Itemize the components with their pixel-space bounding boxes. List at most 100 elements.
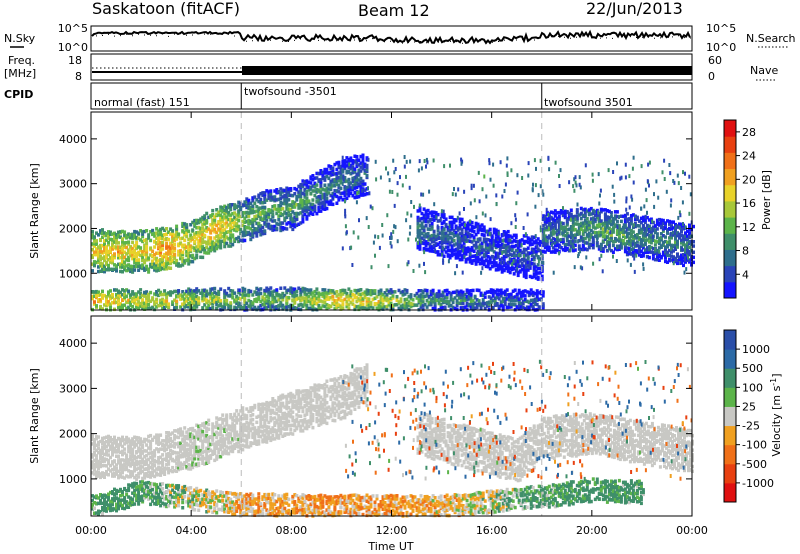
echo-cell xyxy=(514,263,518,267)
echo-cell xyxy=(503,302,507,306)
echo-cell xyxy=(131,292,135,296)
echo-cell xyxy=(418,159,421,164)
echo-cell xyxy=(561,213,565,217)
echo-cell xyxy=(572,184,575,189)
echo-cell xyxy=(458,236,462,240)
echo-cell xyxy=(159,292,163,297)
echo-cell xyxy=(536,255,540,259)
echo-cell xyxy=(480,259,484,263)
echo-cell xyxy=(647,162,650,167)
echo-cell xyxy=(517,300,521,304)
echo-cell xyxy=(195,226,199,230)
echo-cell xyxy=(498,264,502,268)
echo-cell xyxy=(175,261,179,265)
echo-cell xyxy=(643,248,647,252)
echo-cell xyxy=(255,216,259,221)
echo-cell xyxy=(569,230,573,234)
echo-cell xyxy=(395,298,399,302)
echo-cell xyxy=(647,218,651,222)
echo-cell xyxy=(637,230,641,234)
echo-cell xyxy=(345,156,349,160)
echo-cell xyxy=(454,242,458,246)
echo-cell xyxy=(345,169,349,174)
echo-cell xyxy=(207,215,211,220)
echo-cell xyxy=(163,233,167,237)
echo-cell xyxy=(531,293,535,298)
echo-cell xyxy=(197,296,201,300)
echo-cell xyxy=(223,291,227,295)
echo-cell xyxy=(454,233,458,238)
echo-cell xyxy=(173,246,177,250)
echo-cell xyxy=(530,275,534,280)
echo-cell xyxy=(199,249,203,254)
echo-cell xyxy=(627,238,631,242)
echo-cell xyxy=(424,240,428,244)
echo-cell xyxy=(615,238,619,242)
echo-cell xyxy=(541,294,545,298)
echo-cell xyxy=(339,178,343,182)
echo-cell xyxy=(529,292,533,296)
echo-cell xyxy=(159,235,163,239)
echo-cell xyxy=(91,471,94,475)
echo-cell xyxy=(119,443,122,447)
echo-cell xyxy=(229,293,233,297)
echo-cell xyxy=(639,237,643,242)
echo-cell xyxy=(607,215,611,220)
echo-cell xyxy=(101,448,104,452)
echo-cell xyxy=(483,306,487,311)
echo-cell xyxy=(393,170,396,175)
echo-cell xyxy=(233,205,237,209)
echo-cell xyxy=(117,461,120,465)
echo-cell xyxy=(508,252,512,257)
echo-cell xyxy=(125,474,129,478)
echo-cell xyxy=(429,297,433,302)
echo-cell xyxy=(259,201,263,205)
echo-cell xyxy=(203,288,207,292)
echo-cell xyxy=(641,232,645,236)
echo-cell xyxy=(101,266,104,270)
echo-cell xyxy=(393,203,396,208)
echo-cell xyxy=(121,256,124,260)
echo-cell xyxy=(201,226,205,230)
echo-cell xyxy=(494,230,498,235)
echo-cell xyxy=(109,249,112,254)
echo-cell xyxy=(479,293,483,297)
echo-cell xyxy=(181,252,185,257)
echo-cell xyxy=(591,208,595,213)
echo-cell xyxy=(537,193,540,198)
echo-cell xyxy=(659,221,663,225)
echo-cell xyxy=(243,303,247,308)
echo-cell xyxy=(430,237,434,241)
echo-cell xyxy=(183,305,187,309)
echo-cell xyxy=(502,245,506,249)
echo-cell xyxy=(329,167,333,171)
echo-cell xyxy=(388,178,391,183)
echo-cell xyxy=(359,297,363,302)
echo-cell xyxy=(670,243,673,248)
echo-cell xyxy=(595,240,599,245)
echo-cell xyxy=(143,268,147,272)
echo-cell xyxy=(99,463,102,467)
echo-cell xyxy=(277,222,281,227)
echo-cell xyxy=(403,292,407,296)
echo-cell xyxy=(422,241,426,246)
echo-cell xyxy=(217,227,221,231)
echo-cell xyxy=(633,241,637,246)
echo-cell xyxy=(537,305,541,309)
echo-cell xyxy=(512,239,516,243)
echo-cell xyxy=(599,226,603,230)
echo-cell xyxy=(543,219,547,223)
echo-cell xyxy=(589,235,593,239)
echo-cell xyxy=(521,299,525,304)
echo-cell xyxy=(123,303,127,307)
echo-cell xyxy=(536,275,540,280)
echo-cell xyxy=(181,259,185,263)
echo-cell xyxy=(420,166,423,171)
echo-cell xyxy=(91,229,94,234)
echo-cell xyxy=(545,217,549,221)
echo-cell xyxy=(601,234,605,239)
echo-cell xyxy=(664,235,667,239)
echo-cell xyxy=(412,269,415,273)
echo-cell xyxy=(401,292,405,296)
echo-cell xyxy=(355,305,359,309)
